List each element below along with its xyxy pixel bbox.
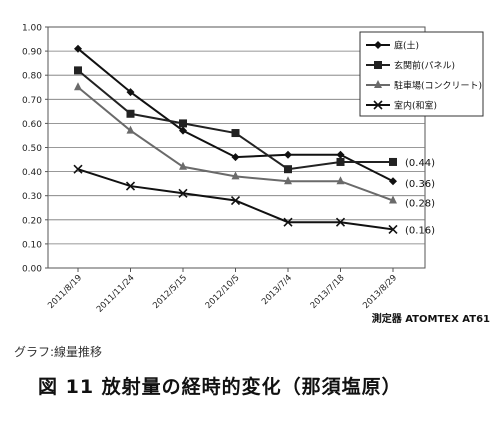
data-point-triangle: [284, 176, 292, 185]
data-point-x: [335, 217, 346, 227]
instrument-note: 測定器 ATOMTEX AT61: [372, 312, 490, 325]
data-point-triangle: [374, 80, 382, 88]
data-point-x: [178, 188, 188, 198]
x-marker-stroke: [125, 181, 136, 191]
data-point-triangle: [74, 82, 82, 91]
end-value-label: (0.36): [405, 179, 435, 190]
legend-label: 玄関前(パネル): [394, 60, 455, 72]
data-point-diamond: [389, 177, 397, 186]
data-point-x: [388, 224, 398, 235]
x-tick-label: 2012/5/15: [151, 273, 189, 311]
legend-label: 室内(和室): [394, 100, 437, 112]
x-tick-labels: 2011/8/19 2011/11/24 2012/5/15 2012/10/5 201…: [46, 273, 399, 315]
data-point-triangle: [389, 195, 397, 204]
y-tick-label: 0.70: [22, 96, 42, 106]
data-point-triangle: [336, 176, 345, 185]
series-markers: [73, 44, 398, 235]
data-point-diamond: [374, 41, 382, 49]
x-marker-stroke: [283, 217, 293, 227]
data-point-x: [230, 195, 241, 206]
data-point-square: [336, 157, 345, 166]
x-marker-stroke: [373, 100, 383, 110]
x-tick-label: 2012/10/5: [204, 273, 242, 311]
y-tick-label: 0.40: [22, 168, 42, 178]
data-point-diamond: [179, 126, 187, 135]
data-point-diamond: [284, 150, 292, 159]
data-point-square: [284, 165, 292, 174]
x-tick-label: 2011/11/24: [95, 273, 137, 315]
data-point-triangle: [126, 125, 135, 134]
data-point-square: [126, 109, 135, 118]
data-point-diamond: [126, 88, 135, 97]
x-marker-stroke: [178, 188, 188, 198]
end-value-label: (0.16): [405, 225, 435, 236]
x-tick-label: 2013/7/4: [260, 273, 294, 307]
data-point-x: [125, 181, 136, 191]
y-tick-label: 0.20: [22, 216, 42, 226]
data-point-square: [231, 129, 240, 138]
end-value-label: (0.44): [405, 158, 435, 169]
figure-caption: 図 11 放射量の経時的変化（那須塩原）: [38, 376, 402, 398]
legend-label: 庭(土): [394, 40, 419, 52]
legend: 庭(土) 玄関前(パネル) 駐車場(コンクリート) 室内(和室): [359, 31, 484, 117]
x-marker-stroke: [73, 164, 83, 174]
graph-subcaption: グラフ:線量推移: [14, 345, 103, 359]
data-point-x: [73, 164, 83, 174]
y-tick-label: 0.30: [22, 192, 42, 202]
y-tick-label: 0.50: [22, 144, 42, 154]
data-point-triangle: [231, 171, 240, 180]
x-marker-stroke: [230, 195, 241, 206]
legend-label: 駐車場(コンクリート): [394, 80, 482, 92]
data-point-square: [389, 157, 397, 166]
line-chart: 0.00 0.10 0.20 0.30 0.40 0.50 0.60 0.70 0.80 0.90…: [22, 24, 490, 326]
y-tick-labels: 0.00 0.10 0.20 0.30 0.40 0.50 0.60 0.70 0.80 0.90…: [22, 24, 42, 275]
data-point-diamond: [336, 150, 345, 159]
x-marker-stroke: [388, 224, 398, 235]
y-tick-label: 0.80: [22, 72, 42, 82]
x-tick-label: 2013/8/29: [361, 273, 399, 311]
y-tick-label: 0.00: [22, 265, 42, 275]
x-tick-label: 2013/7/18: [309, 273, 347, 311]
y-tick-label: 0.90: [22, 48, 42, 58]
data-point-diamond: [231, 153, 240, 162]
data-point-x: [373, 100, 383, 110]
data-point-triangle: [179, 161, 187, 170]
data-point-diamond: [74, 44, 82, 53]
data-point-square: [374, 61, 382, 69]
end-value-label: (0.28): [405, 199, 435, 210]
data-point-square: [74, 66, 82, 75]
data-point-x: [283, 217, 293, 227]
x-tick-label: 2011/8/19: [46, 273, 84, 311]
y-tick-label: 0.10: [22, 240, 42, 250]
y-tick-label: 1.00: [22, 24, 42, 34]
x-marker-stroke: [335, 217, 346, 227]
end-value-labels: (0.36) (0.44) (0.28) (0.16): [405, 158, 435, 236]
data-point-square: [179, 119, 187, 128]
series-lines: [77, 47, 394, 231]
y-tick-label: 0.60: [22, 120, 42, 130]
